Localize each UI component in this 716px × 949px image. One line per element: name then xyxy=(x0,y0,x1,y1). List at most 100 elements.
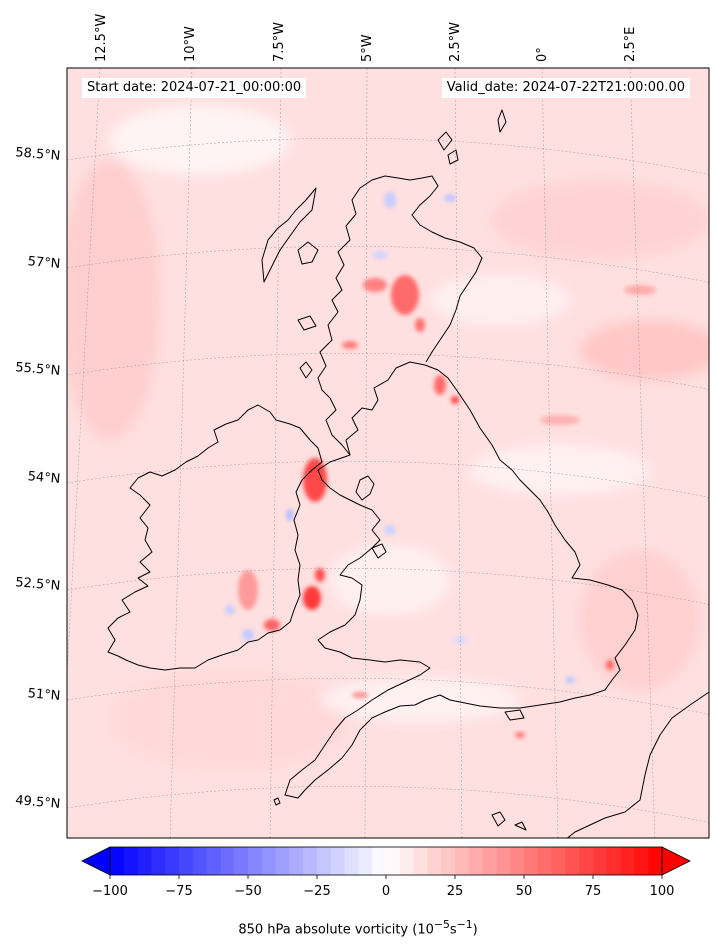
scilly xyxy=(273,797,281,806)
colorbar-segment xyxy=(289,847,304,875)
colorbar-tick-label: 75 xyxy=(585,884,602,899)
coastlines xyxy=(107,109,709,838)
vorticity-field xyxy=(67,68,709,838)
skye xyxy=(297,241,319,265)
map-frame xyxy=(66,67,710,839)
islay xyxy=(299,361,313,379)
colorbar-tick-label: −25 xyxy=(303,884,330,899)
colorbar-segment xyxy=(441,847,456,875)
colorbar-ticks: −100 −75 −50 −25 0 25 50 75 100 xyxy=(92,875,674,899)
colorbar-tick-label: 50 xyxy=(516,884,533,899)
isle-of-man xyxy=(355,475,375,501)
colorbar-segment xyxy=(579,847,594,875)
colorbar-segment xyxy=(413,847,428,875)
lon-label: 0° xyxy=(535,47,550,62)
colorbar-tick-label: −100 xyxy=(92,884,128,899)
colorbar-segment xyxy=(634,847,649,875)
isle-of-wight xyxy=(504,709,525,721)
anglesey xyxy=(371,543,387,559)
continent-coastline xyxy=(566,691,709,838)
colorbar-segment xyxy=(551,847,566,875)
lon-label: 2.5°W xyxy=(448,22,463,62)
colorbar-segment xyxy=(330,847,346,875)
colorbar-tick-label: 0 xyxy=(382,884,390,899)
colorbar-segment xyxy=(110,847,125,875)
lon-label: 12.5°W xyxy=(94,14,109,62)
colorbar-segment xyxy=(524,847,539,875)
colorbar-title-text: 850 hPa absolute vorticity (10 xyxy=(238,922,434,938)
colorbar-title: 850 hPa absolute vorticity (10−5s−1) xyxy=(0,918,716,937)
scotland-coastline xyxy=(317,175,483,456)
colorbar-segment xyxy=(123,847,139,875)
colorbar-segment xyxy=(358,847,373,875)
colorbar-segment xyxy=(399,847,415,875)
colorbar-segment xyxy=(317,847,332,875)
valid-date-label: Valid_date: 2024-07-22T21:00:00.00 xyxy=(441,78,690,98)
colorbar-segment xyxy=(137,847,152,875)
colorbar: −100 −75 −50 −25 0 25 50 75 100 xyxy=(81,846,691,899)
colorbar-segment xyxy=(206,847,221,875)
colorbar-segment xyxy=(648,847,663,875)
colorbar-segment xyxy=(496,847,511,875)
colorbar-title-exp2: −1 xyxy=(456,918,473,931)
colorbar-title-end: ) xyxy=(472,922,478,938)
channel-islands xyxy=(491,811,527,831)
britain-coastline xyxy=(284,361,639,799)
start-date-label: Start date: 2024-07-21_00:00:00 xyxy=(82,78,307,98)
mull xyxy=(297,315,317,331)
longitude-labels: 12.5°W 10°W 7.5°W 5°W 2.5°W 0° 2.5°E xyxy=(94,14,638,62)
lon-label: 10°W xyxy=(183,26,198,62)
latitude-labels: 58.5°N 57°N 55.5°N 54°N 52.5°N 51°N 49.5… xyxy=(15,145,61,812)
start-date-value: 2024-07-21_00:00:00 xyxy=(160,80,302,95)
lon-label: 7.5°W xyxy=(272,22,287,62)
colorbar-segment xyxy=(261,847,277,875)
start-date-caption: Start date: xyxy=(87,80,157,95)
colorbar-extend-min xyxy=(81,846,111,876)
colorbar-segment xyxy=(468,847,484,875)
colorbar-title-exp1: −5 xyxy=(433,918,450,931)
colorbar-segment xyxy=(482,847,497,875)
graticule xyxy=(67,68,709,838)
valid-date-caption: Valid_date: xyxy=(446,80,519,95)
colorbar-segment xyxy=(192,847,208,875)
orkney xyxy=(437,131,459,165)
lon-label: 5°W xyxy=(360,34,375,62)
shetland xyxy=(497,109,507,133)
colorbar-tick-label: 25 xyxy=(447,884,464,899)
colorbar-segment xyxy=(372,847,387,875)
lat-label: 49.5°N xyxy=(15,793,61,812)
lat-label: 58.5°N xyxy=(15,145,61,164)
colorbar-segment xyxy=(606,847,622,875)
colorbar-segment xyxy=(427,847,442,875)
colorbar-title-mid: s xyxy=(449,922,457,938)
colorbar-segment xyxy=(455,847,470,875)
colorbar-segment xyxy=(510,847,525,875)
colorbar-tick-label: −75 xyxy=(165,884,192,899)
colorbar-segment xyxy=(593,847,608,875)
colorbar-segment xyxy=(275,847,290,875)
colorbar-segment xyxy=(165,847,180,875)
lat-label: 54°N xyxy=(27,469,61,487)
colorbar-segment xyxy=(248,847,263,875)
colorbar-tick-label: 100 xyxy=(650,884,675,899)
colorbar-segment xyxy=(303,847,318,875)
colorbar-segment xyxy=(179,847,194,875)
lat-label: 55.5°N xyxy=(15,360,61,379)
colorbar-segment xyxy=(344,847,359,875)
colorbar-segment xyxy=(386,847,401,875)
lat-label: 52.5°N xyxy=(15,575,61,594)
colorbar-tick-label: −50 xyxy=(234,884,261,899)
colorbar-segments xyxy=(110,847,663,875)
lon-label: 2.5°E xyxy=(623,27,638,62)
colorbar-segment xyxy=(620,847,635,875)
colorbar-segment xyxy=(151,847,166,875)
colorbar-segment xyxy=(537,847,553,875)
outer-hebrides xyxy=(261,187,317,283)
valid-date-value: 2024-07-22T21:00:00.00 xyxy=(522,80,685,95)
colorbar-segment xyxy=(220,847,235,875)
colorbar-segment xyxy=(565,847,580,875)
ireland-coastline xyxy=(107,404,323,671)
colorbar-extend-max xyxy=(661,846,691,876)
colorbar-segment xyxy=(234,847,249,875)
